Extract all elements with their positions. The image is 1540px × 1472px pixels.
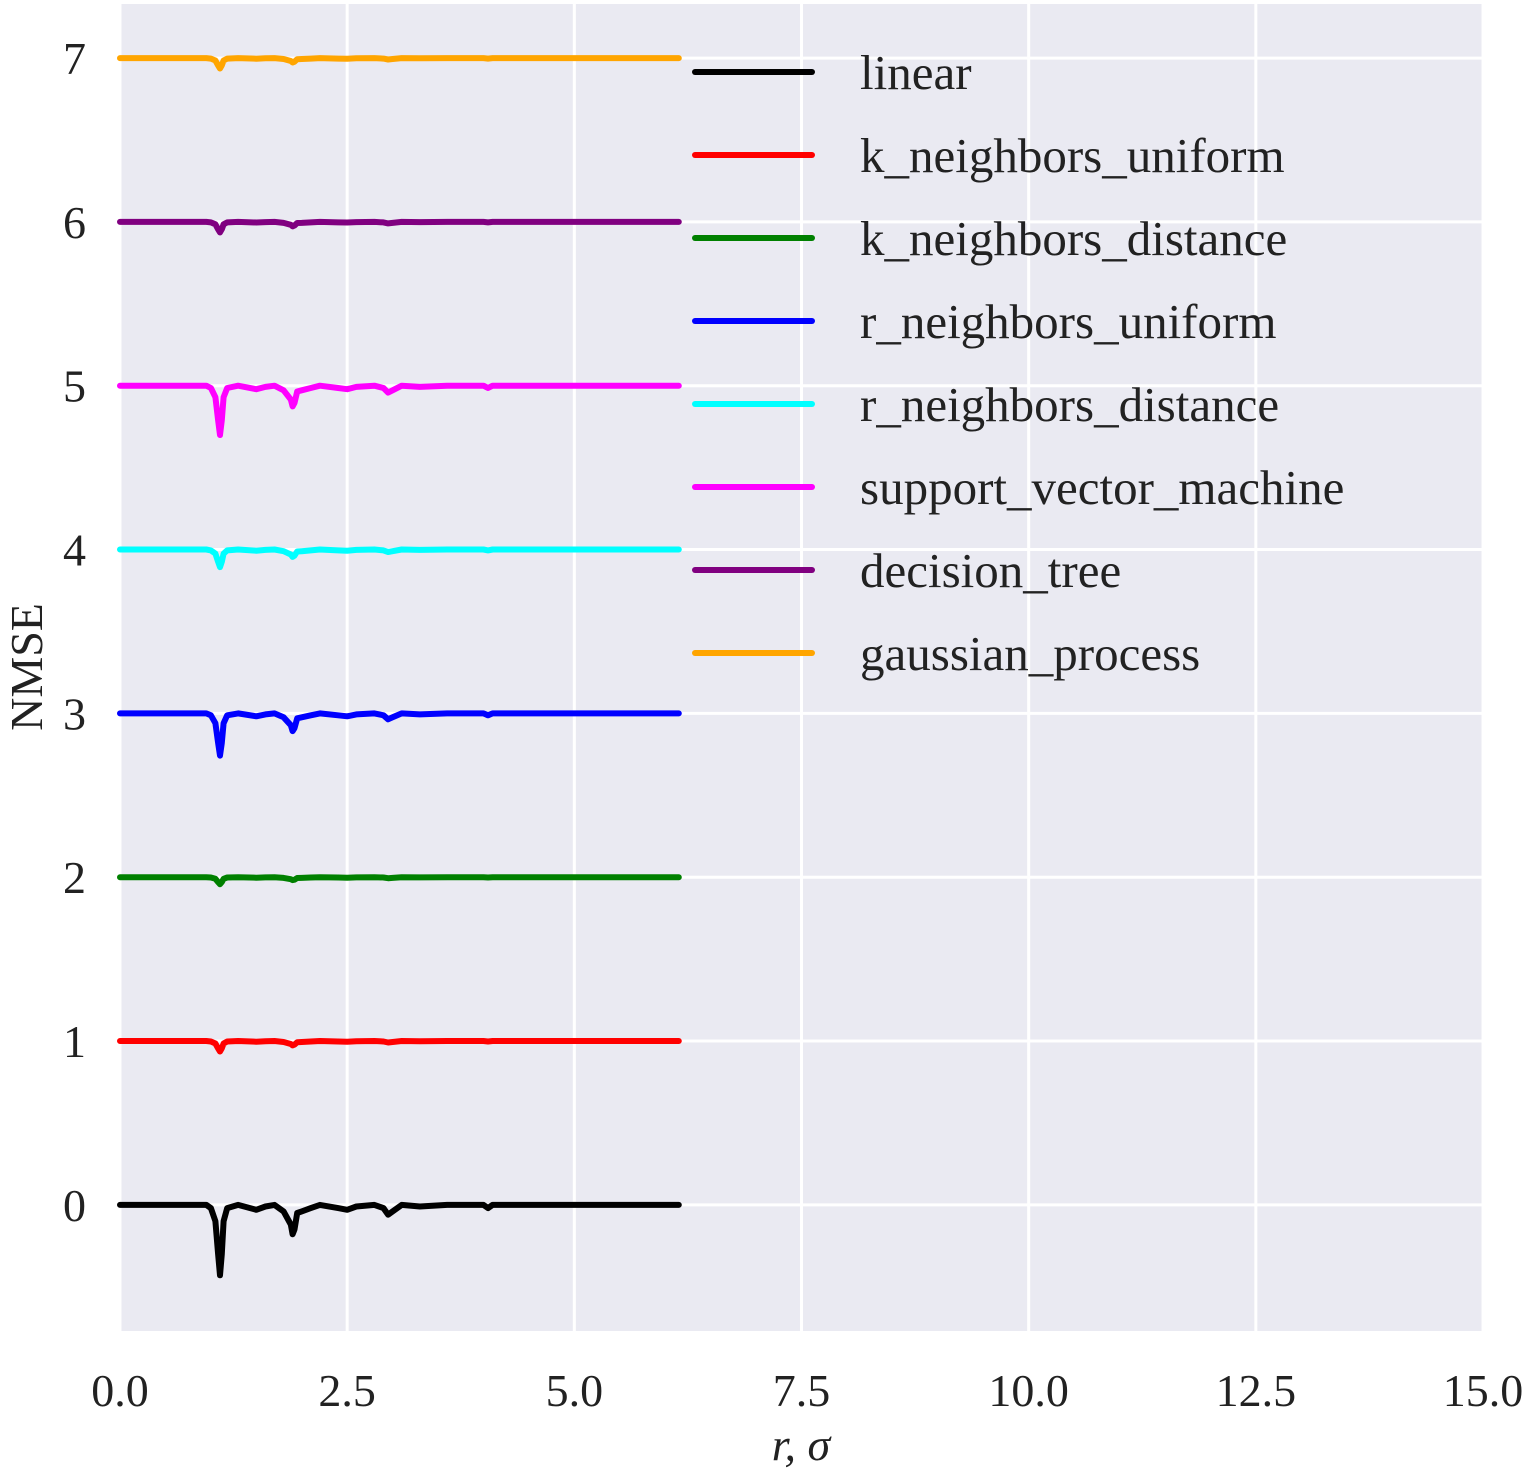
- y-tick-labels: 0 1 2 3 4 5 6 7: [63, 33, 86, 1231]
- legend: linear k_neighbors_uniform k_neighbors_dis…: [692, 45, 1344, 681]
- y-tick-label: 1: [63, 1016, 86, 1067]
- x-tick-label: 12.5: [1216, 1365, 1297, 1416]
- y-axis-label: NMSE: [1, 603, 52, 731]
- x-tick-label: 2.5: [318, 1365, 376, 1416]
- legend-label: r_neighbors_distance: [860, 377, 1279, 432]
- series-line-r-neighbors-distance: [117, 546, 682, 571]
- legend-label: gaussian_process: [860, 626, 1200, 681]
- series-line-gaussian-process: [117, 55, 682, 72]
- legend-label: linear: [860, 45, 972, 100]
- y-tick-label: 4: [63, 525, 86, 576]
- series-line-linear: [117, 1201, 682, 1279]
- x-tick-label: 7.5: [773, 1365, 831, 1416]
- x-tick-label: 0.0: [91, 1365, 149, 1416]
- x-tick-label: 5.0: [546, 1365, 604, 1416]
- x-tick-labels: 0.0 2.5 5.0 7.5 10.0 12.5 15.0: [91, 1365, 1523, 1416]
- y-tick-label: 5: [63, 361, 86, 412]
- y-tick-label: 2: [63, 852, 86, 903]
- series-lines: [117, 55, 682, 1279]
- series-line-r-neighbors-uniform: [117, 710, 682, 759]
- x-axis-label: r, σ: [772, 1419, 833, 1470]
- legend-label: k_neighbors_distance: [860, 211, 1287, 266]
- y-tick-label: 3: [63, 688, 86, 739]
- y-tick-label: 6: [63, 197, 86, 248]
- legend-label: r_neighbors_uniform: [860, 294, 1276, 349]
- x-tick-label: 15.0: [1443, 1365, 1524, 1416]
- series-line-support-vector-machine: [117, 382, 682, 438]
- legend-label: decision_tree: [860, 543, 1121, 598]
- series-line-k-neighbors-distance: [117, 874, 682, 888]
- series-line-decision-tree: [117, 218, 682, 236]
- legend-label: support_vector_machine: [860, 460, 1344, 515]
- legend-label: k_neighbors_uniform: [860, 128, 1285, 183]
- series-line-k-neighbors-uniform: [117, 1038, 682, 1055]
- y-tick-label: 0: [63, 1180, 86, 1231]
- y-tick-label: 7: [63, 33, 86, 84]
- x-tick-label: 10.0: [988, 1365, 1069, 1416]
